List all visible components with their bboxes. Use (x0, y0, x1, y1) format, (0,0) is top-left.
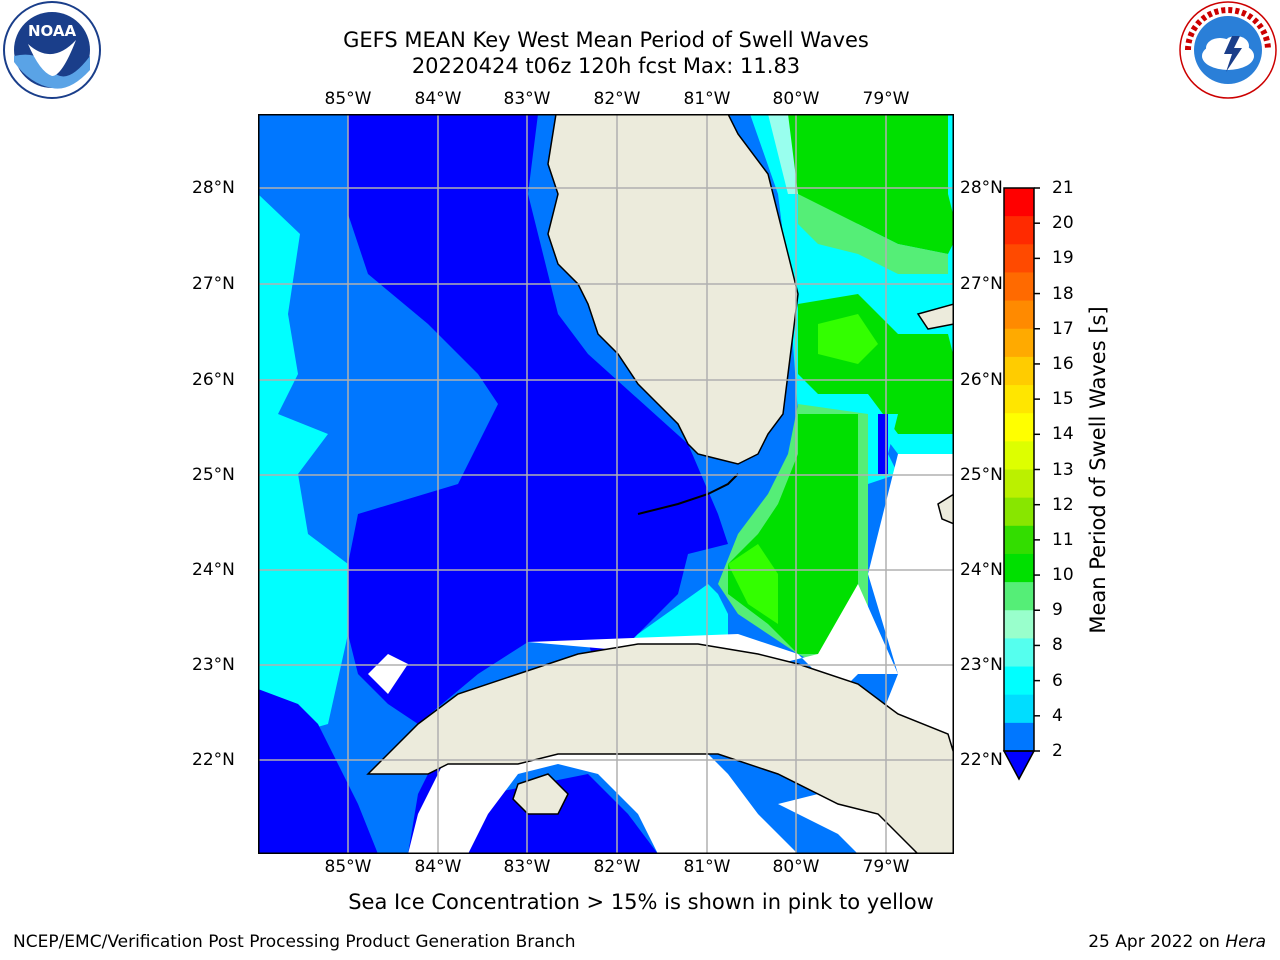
lon-label: 85°W (324, 89, 372, 109)
nws-logo (1176, 0, 1280, 104)
colorbar-segment (1004, 272, 1034, 302)
colorbar-tick-label: 6 (1052, 670, 1063, 691)
map-panel (258, 113, 958, 855)
lon-label: 84°W (414, 857, 462, 877)
colorbar-tick-label: 14 (1052, 424, 1074, 445)
noaa-logo: NOAA (0, 0, 104, 104)
lon-label: 79°W (862, 857, 910, 877)
colorbar-tick-label: 12 (1052, 494, 1074, 515)
colorbar-tick-label: 15 (1052, 389, 1074, 410)
nodata-cuba-coast (408, 584, 898, 854)
colorbar-segment (1004, 356, 1034, 386)
lon-label: 79°W (862, 89, 910, 109)
lon-label: 80°W (772, 89, 820, 109)
colorbar-tick-label: 2 (1052, 741, 1063, 761)
colorbar-tick-label: 19 (1052, 248, 1074, 269)
lon-label: 82°W (593, 89, 641, 109)
colorbar-segment (1004, 694, 1034, 724)
colorbar-tick-label: 17 (1052, 318, 1074, 339)
colorbar-segment (1004, 385, 1034, 414)
colorbar-segment (1004, 413, 1034, 442)
lat-label: 24°N (192, 560, 235, 580)
sea-ice-note: Sea Ice Concentration > 15% is shown in … (348, 890, 934, 914)
colorbar-segment (1004, 638, 1034, 668)
map-border (258, 114, 954, 854)
lon-label: 80°W (772, 857, 820, 877)
colorbar-segment (1004, 497, 1034, 527)
lon-label: 83°W (503, 857, 551, 877)
colorbar-segment (1004, 300, 1034, 330)
colorbar-segment (1004, 216, 1034, 245)
footer-credit: NCEP/EMC/Verification Post Processing Pr… (13, 932, 576, 952)
lat-label: 25°N (192, 465, 235, 485)
colorbar-segment (1004, 188, 1034, 217)
ocean-deep-central (348, 114, 728, 724)
footer-date-text: 25 Apr 2022 on (1088, 932, 1226, 952)
lon-label: 82°W (593, 857, 641, 877)
florida-keys (637, 473, 739, 515)
colorbar-segment (1004, 553, 1034, 583)
colorbar-tick-label: 11 (1052, 529, 1074, 550)
colorbar-extension (1002, 750, 1036, 781)
colorbar-tick-label: 18 (1052, 283, 1074, 304)
colorbar-segment (1004, 469, 1034, 499)
colorbar-label: Mean Period of Swell Waves [s] (1086, 306, 1110, 634)
colorbar-tick-label: 10 (1052, 565, 1074, 586)
colorbar-segment (1004, 722, 1034, 752)
lat-label: 27°N (192, 274, 235, 294)
colorbar-tick-label: 16 (1052, 353, 1074, 374)
colorbar-tick-label: 9 (1052, 600, 1063, 621)
swell-period-map (258, 113, 958, 855)
lon-label: 81°W (683, 89, 731, 109)
lon-label: 81°W (683, 857, 731, 877)
lat-label: 26°N (192, 370, 235, 390)
colorbar-tick-label: 13 (1052, 459, 1074, 480)
colorbar-segment (1004, 666, 1034, 696)
lon-label: 84°W (414, 89, 462, 109)
lat-label: 22°N (192, 750, 235, 770)
lat-label: 26°N (960, 370, 1003, 390)
lat-label: 28°N (192, 178, 235, 198)
lat-label: 27°N (960, 274, 1003, 294)
colorbar-tick-label: 8 (1052, 635, 1063, 656)
lon-label: 85°W (324, 857, 372, 877)
ocean-brightgreen-mid (818, 314, 878, 364)
lat-label: 23°N (192, 655, 235, 675)
florida-land (547, 113, 799, 465)
ocean-brightgreen-east (728, 544, 778, 624)
footer-date: 25 Apr 2022 on Hera (1088, 932, 1266, 952)
colorbar (1000, 186, 1040, 790)
footer-host: Hera (1225, 932, 1266, 952)
chart-subtitle: 20220424 t06z 120h fcst Max: 11.83 (411, 54, 801, 78)
colorbar-segment (1004, 525, 1034, 555)
colorbar-segment (1004, 582, 1034, 611)
nodata-spot (368, 654, 408, 694)
lat-label: 24°N (960, 560, 1003, 580)
colorbar-segment (1004, 610, 1034, 639)
graticule (258, 114, 954, 854)
colorbar-segment (1004, 328, 1034, 358)
lat-label: 23°N (960, 655, 1003, 675)
colorbar-bar (1002, 187, 1040, 781)
colorbar-segment (1004, 244, 1034, 273)
ocean-cyan-west (258, 194, 348, 744)
lat-label: 22°N (960, 750, 1003, 770)
ocean-green-north (788, 114, 958, 254)
lat-label: 28°N (960, 178, 1003, 198)
noaa-text: NOAA (28, 22, 77, 40)
colorbar-tick-label: 20 (1052, 213, 1074, 234)
lat-label: 25°N (960, 465, 1003, 485)
chart-title: GEFS MEAN Key West Mean Period of Swell … (343, 28, 869, 52)
lon-label: 83°W (503, 89, 551, 109)
ocean-palegreen-north (798, 194, 948, 274)
colorbar-segment (1004, 441, 1034, 470)
colorbar-tick-label: 21 (1052, 178, 1074, 198)
colorbar-tick-label: 4 (1052, 705, 1063, 726)
